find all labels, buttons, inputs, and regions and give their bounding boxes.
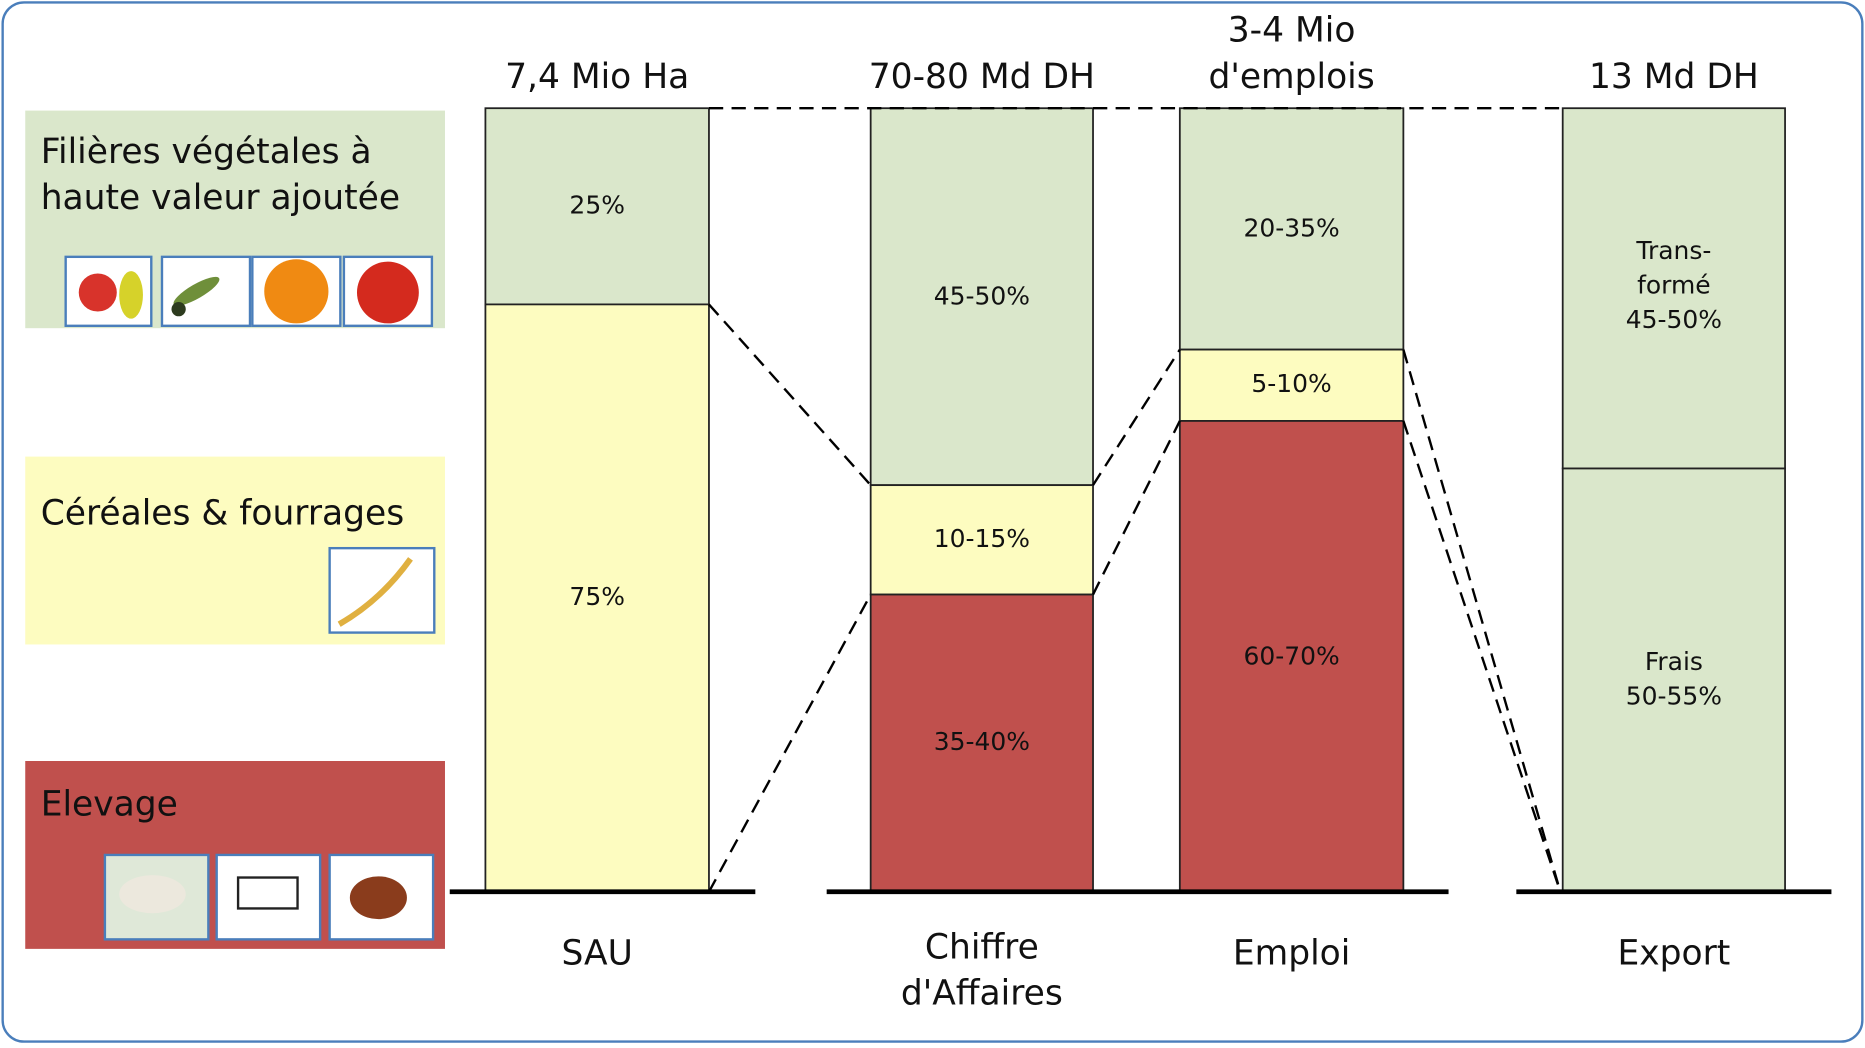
segment-label: 45-50% (934, 281, 1030, 310)
column-title: 70-80 Md DH (869, 57, 1095, 97)
column-label: d'Affaires (901, 974, 1063, 1014)
column-label: Export (1617, 933, 1730, 973)
segment-label: 50-55% (1626, 681, 1722, 710)
column-label: SAU (562, 933, 633, 973)
bar-segment (1563, 468, 1785, 891)
icon-olive-fruit (171, 302, 185, 316)
column-title: 13 Md DH (1589, 57, 1759, 97)
icon-pear (119, 271, 143, 319)
icon-orange-fruit (264, 259, 328, 323)
legend-label: Céréales & fourrages (41, 493, 405, 533)
column-title: d'emplois (1208, 57, 1374, 97)
column-label: Emploi (1233, 933, 1350, 973)
legend-label: haute valeur ajoutée (41, 178, 400, 218)
column-title: 3-4 Mio (1228, 11, 1356, 51)
legend-label: Filières végétales à (41, 132, 372, 172)
segment-label: 5-10% (1251, 369, 1331, 398)
segment-label: 25% (569, 190, 624, 219)
segment-label: 20-35% (1243, 213, 1339, 242)
diagram: Filières végétales à haute valeur ajoutée… (0, 0, 1865, 1044)
segment-label: 10-15% (934, 524, 1030, 553)
segment-label: 45-50% (1626, 305, 1722, 334)
segment-label: 60-70% (1243, 642, 1339, 671)
column-title: 7,4 Mio Ha (505, 57, 689, 97)
icon-sheep-body (119, 875, 186, 913)
segment-label: 75% (569, 582, 624, 611)
segment-label: Frais (1645, 647, 1703, 676)
segment-label: formé (1637, 271, 1711, 300)
icon-cow-body (238, 878, 297, 909)
icon-hen-body (350, 876, 407, 919)
icon-apple (79, 273, 117, 311)
segment-label: 35-40% (934, 727, 1030, 756)
segment-label: Trans- (1635, 236, 1711, 265)
page: Filières végétales à haute valeur ajoutée… (0, 0, 1865, 1048)
legend-label: Elevage (41, 785, 178, 825)
column-label: Chiffre (925, 927, 1039, 967)
icon-tomato-fruit (357, 262, 419, 324)
